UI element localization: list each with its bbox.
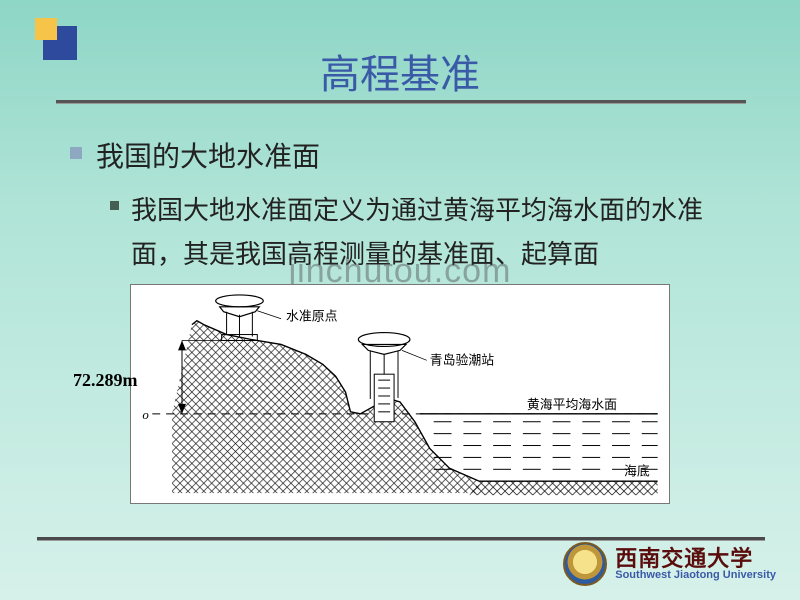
bullet-marker bbox=[70, 147, 82, 159]
slide-title: 高程基准 bbox=[0, 0, 800, 100]
bullet-marker bbox=[110, 201, 119, 210]
university-logo: 西南交通大学 Southwest Jiaotong University bbox=[563, 542, 776, 586]
origin-label: o bbox=[142, 408, 149, 422]
station-label: 青岛验潮站 bbox=[430, 352, 495, 367]
elevation-value: 72.289m bbox=[73, 370, 138, 391]
elevation-datum-diagram: o bbox=[130, 284, 670, 504]
seabed-label: 海底 bbox=[624, 463, 650, 478]
bullet-level2: 我国大地水准面定义为通过黄海平均海水面的水准面，其是我国高程测量的基准面、起算面 bbox=[110, 189, 730, 277]
university-name-cn: 西南交通大学 bbox=[615, 547, 776, 570]
content-area: 我国的大地水准面 我国大地水准面定义为通过黄海平均海水面的水准面，其是我国高程测… bbox=[70, 135, 730, 277]
sea-level-label: 黄海平均海水面 bbox=[527, 398, 617, 412]
footer-divider-shadow bbox=[37, 540, 765, 541]
bullet-level1: 我国的大地水准面 bbox=[70, 135, 730, 175]
university-name-en: Southwest Jiaotong University bbox=[615, 570, 776, 582]
datum-point-label: 水准原点 bbox=[286, 310, 338, 324]
bullet2-text: 我国大地水准面定义为通过黄海平均海水面的水准面，其是我国高程测量的基准面、起算面 bbox=[131, 189, 730, 277]
bullet1-text: 我国的大地水准面 bbox=[96, 135, 320, 175]
university-badge-icon bbox=[563, 542, 607, 586]
slide-corner-decoration bbox=[35, 18, 83, 66]
title-divider-shadow bbox=[56, 103, 746, 104]
